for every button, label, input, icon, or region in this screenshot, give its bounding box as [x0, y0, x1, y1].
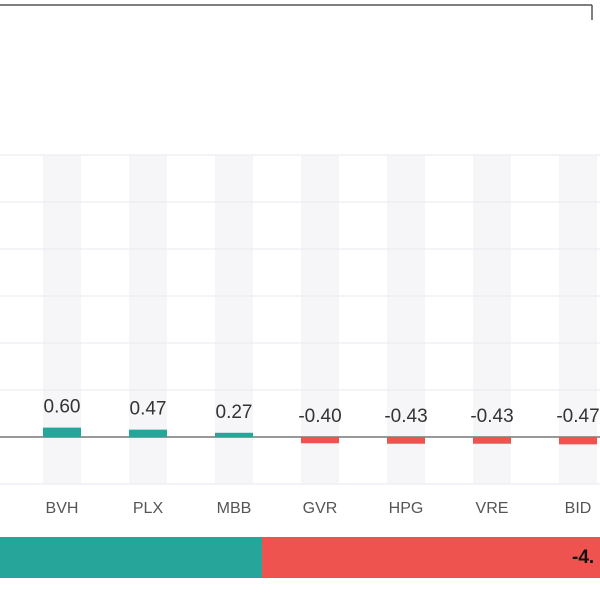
x-tick-label: HPG	[389, 500, 424, 517]
bar	[129, 429, 167, 437]
value-label: 0.47	[130, 399, 167, 420]
x-tick-label: VRE	[476, 500, 509, 517]
bar	[559, 437, 597, 445]
summary-negative	[262, 537, 600, 578]
column-background	[301, 155, 339, 484]
bar	[43, 427, 81, 437]
value-label: 0.27	[216, 402, 253, 423]
column-background	[559, 155, 597, 484]
column-background	[129, 155, 167, 484]
value-label: 0.60	[44, 397, 81, 418]
bar	[215, 432, 253, 437]
x-tick-label: BVH	[46, 500, 79, 517]
value-label: -0.40	[298, 406, 341, 427]
x-tick-label: BID	[565, 500, 592, 517]
value-label: -0.43	[470, 406, 513, 427]
x-tick-label: PLX	[133, 500, 164, 517]
summary-label: -4.	[572, 547, 594, 568]
x-tick-label: GVR	[303, 500, 338, 517]
value-label: -0.43	[384, 406, 427, 427]
column-background	[215, 155, 253, 484]
value-label: -0.47	[556, 406, 599, 427]
bar	[387, 437, 425, 444]
x-tick-label: MBB	[217, 500, 252, 517]
bar	[473, 437, 511, 444]
bar	[301, 437, 339, 444]
summary-positive	[0, 537, 262, 578]
column-background	[473, 155, 511, 484]
plot-area: BVH 0.60 PLX 0.47 MBB 0.27 GVR -0.40 HPG -0.43 VRE…	[0, 154, 600, 517]
column-background	[387, 155, 425, 484]
